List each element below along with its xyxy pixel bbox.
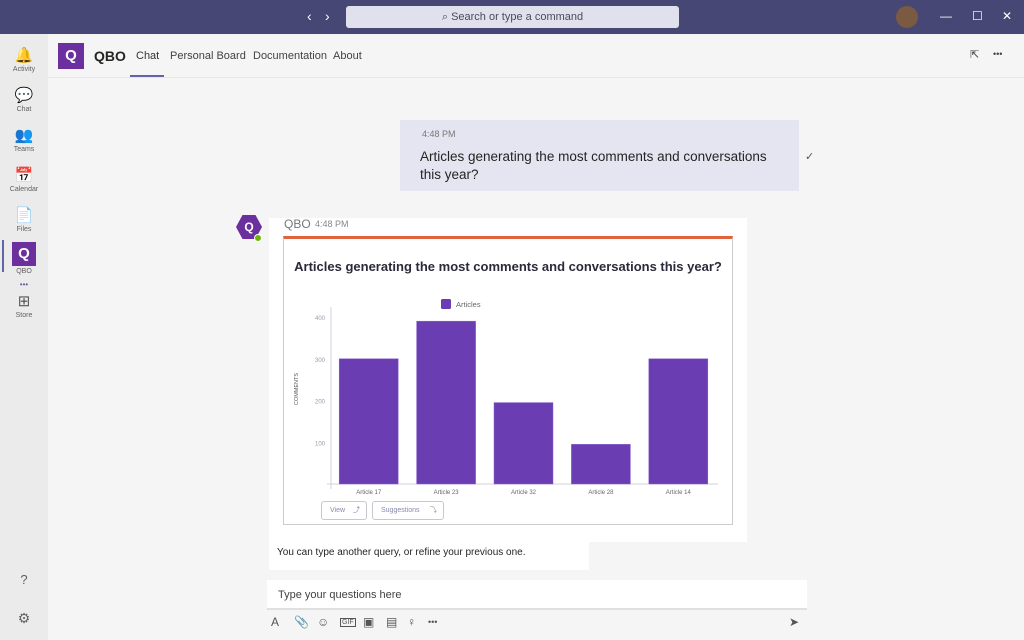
bar	[493, 402, 554, 485]
y-tick-label: 300	[315, 358, 326, 364]
arrow-down-icon: ⤵	[430, 507, 437, 514]
search-input[interactable]: ⌕ Search or type a command	[346, 6, 679, 28]
sidebar-item-calendar[interactable]: 📅 Calendar	[0, 166, 48, 193]
store-icon: ⊞	[17, 293, 31, 310]
x-tick-label: Article 23	[434, 490, 460, 496]
y-tick-label: 200	[315, 400, 326, 406]
sidebar-label: Teams	[13, 146, 35, 153]
x-tick-label: Article 32	[511, 490, 537, 496]
online-status-icon	[254, 234, 262, 242]
sidebar-item-files[interactable]: 📄 Files	[0, 206, 48, 233]
bar	[338, 358, 399, 485]
bar	[571, 444, 631, 485]
app-header: Q QBO Chat Personal Board Documentation …	[48, 34, 1024, 78]
settings-icon[interactable]: ⚙	[17, 610, 31, 626]
praise-icon[interactable]: ♀	[407, 615, 416, 629]
legend-label: Articles	[456, 300, 481, 309]
suggestions-label: Suggestions	[381, 507, 420, 514]
format-icon[interactable]: A	[271, 615, 280, 629]
x-tick-label: Article 17	[356, 490, 382, 496]
search-icon: ⌕	[441, 11, 452, 23]
sticker-icon[interactable]: ▣	[363, 615, 375, 629]
x-tick-label: Article 28	[588, 490, 614, 496]
sidebar-item-qbo[interactable]: Q QBO	[0, 242, 48, 275]
teams-icon: 👥	[14, 127, 34, 144]
bar	[648, 358, 709, 485]
sidebar-item-store[interactable]: ⊞ Store	[0, 292, 48, 319]
bar-chart: 100 200 300 400 COMMENTS Articles Article 17 Ar…	[294, 299, 718, 496]
bar	[416, 320, 476, 485]
help-icon[interactable]: ?	[20, 572, 28, 587]
chart-title: Articles generating the most comments an…	[294, 259, 722, 274]
more-tools-icon[interactable]: •••	[428, 617, 438, 627]
more-options-button[interactable]: •••	[993, 49, 1003, 59]
gif-icon[interactable]: GIF	[340, 618, 356, 627]
legend-swatch	[441, 299, 451, 309]
sidebar-item-teams[interactable]: 👥 Teams	[0, 126, 48, 153]
message-time: 4:48 PM	[315, 219, 349, 229]
user-message: 4:48 PM Articles generating the most com…	[400, 120, 799, 191]
avatar[interactable]	[896, 6, 918, 28]
schedule-meeting-icon[interactable]: ▤	[386, 615, 398, 629]
search-placeholder: Search or type a command	[451, 11, 584, 23]
tab-about[interactable]: About	[333, 50, 362, 62]
tab-personal-board[interactable]: Personal Board	[170, 50, 246, 62]
app-bar: 🔔 Activity 💬 Chat 👥 Teams 📅 Calendar 📄 Files …	[0, 34, 48, 640]
message-text: Articles generating the most comments an…	[420, 149, 767, 182]
file-icon: 📄	[14, 207, 34, 224]
active-indicator	[2, 240, 4, 272]
read-receipt-icon: ✓	[805, 151, 815, 163]
send-icon[interactable]: ➤	[789, 615, 800, 629]
forward-button[interactable]: ›	[325, 8, 330, 24]
more-apps-button[interactable]: •••	[19, 280, 29, 289]
qbo-logo-icon: Q	[12, 242, 36, 266]
sidebar-label: Chat	[16, 106, 32, 113]
close-button[interactable]: ✕	[1002, 9, 1013, 23]
view-label: View	[330, 507, 346, 514]
message-time: 4:48 PM	[422, 129, 456, 139]
tab-chat[interactable]: Chat	[136, 50, 160, 62]
sidebar-label: Calendar	[9, 186, 39, 193]
sender-name: QBO	[284, 217, 311, 231]
sidebar-label: Activity	[12, 66, 36, 73]
qbo-logo-icon: Q	[58, 43, 84, 69]
popout-icon[interactable]: ⇱	[970, 49, 980, 61]
followup-message: You can type another query, or refine yo…	[269, 542, 589, 570]
emoji-icon[interactable]: ☺	[317, 615, 330, 629]
maximize-button[interactable]: ☐	[972, 9, 983, 23]
chart-card: Articles generating the most comments an…	[283, 236, 733, 525]
title-bar: ‹ › ⌕ Search or type a command — ☐ ✕	[0, 0, 1024, 34]
sidebar-label: Store	[15, 312, 33, 319]
sidebar-item-activity[interactable]: 🔔 Activity	[0, 46, 48, 73]
y-tick-label: 100	[315, 441, 326, 447]
y-axis-label: COMMENTS	[294, 373, 300, 405]
chat-icon: 💬	[14, 87, 34, 104]
calendar-icon: 📅	[14, 167, 34, 184]
sidebar-label: Files	[16, 226, 32, 233]
sidebar-label: QBO	[16, 268, 32, 275]
active-tab-indicator	[130, 75, 164, 77]
x-tick-label: Article 14	[666, 490, 692, 496]
minimize-button[interactable]: —	[940, 9, 952, 23]
bell-icon: 🔔	[14, 47, 34, 64]
sidebar-item-chat[interactable]: 💬 Chat	[0, 86, 48, 113]
attach-icon[interactable]: 📎	[294, 615, 309, 629]
suggestions-button[interactable]: Suggestions ⤵	[372, 501, 444, 520]
compose-input[interactable]: Type your questions here	[267, 580, 807, 610]
y-tick-label: 400	[315, 316, 326, 322]
app-name: QBO	[94, 48, 126, 64]
back-button[interactable]: ‹	[307, 8, 312, 24]
arrow-up-icon: ⤴	[353, 507, 360, 514]
view-button[interactable]: View ⤴	[321, 501, 367, 520]
tab-documentation[interactable]: Documentation	[253, 50, 327, 62]
